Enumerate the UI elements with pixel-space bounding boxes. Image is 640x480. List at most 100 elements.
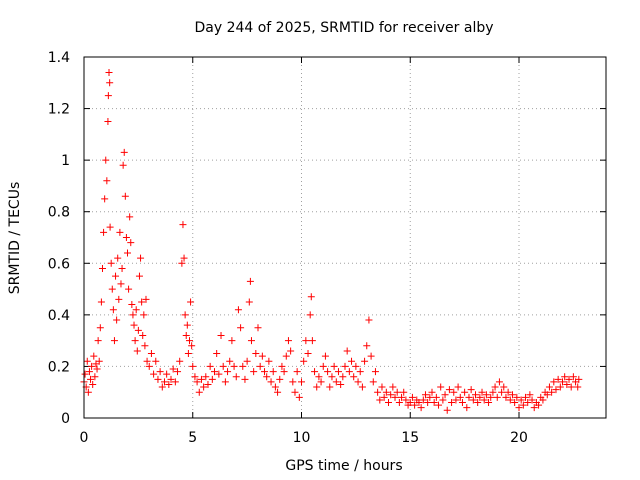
data-point xyxy=(356,368,364,376)
data-point xyxy=(128,301,136,309)
data-point xyxy=(81,370,89,378)
data-point xyxy=(517,396,525,404)
data-point xyxy=(228,337,236,345)
data-point xyxy=(575,375,583,383)
data-point xyxy=(182,331,190,339)
data-point xyxy=(472,391,479,399)
data-point xyxy=(142,295,150,303)
data-point xyxy=(367,352,375,360)
data-point xyxy=(119,161,127,169)
data-point xyxy=(126,213,134,221)
data-point xyxy=(184,350,192,358)
data-point xyxy=(156,368,164,376)
data-point xyxy=(215,370,223,378)
data-point xyxy=(193,378,201,386)
data-point xyxy=(224,368,232,376)
data-point xyxy=(332,378,340,386)
data-point xyxy=(474,399,482,407)
data-point xyxy=(217,331,225,339)
data-point xyxy=(232,373,240,381)
data-point xyxy=(345,368,353,376)
data-point xyxy=(569,373,577,381)
data-point xyxy=(458,399,466,407)
data-point xyxy=(252,350,260,358)
data-point xyxy=(183,321,191,329)
data-point xyxy=(274,388,282,396)
data-point xyxy=(380,393,388,401)
data-point xyxy=(129,311,137,319)
data-point xyxy=(328,373,336,381)
data-point xyxy=(435,401,443,409)
data-point xyxy=(247,337,255,345)
x-tick-label: 20 xyxy=(510,430,528,446)
data-point xyxy=(181,311,189,319)
data-point xyxy=(85,368,93,376)
data-point xyxy=(439,396,447,404)
data-point xyxy=(265,357,273,365)
data-point xyxy=(500,383,508,391)
data-point xyxy=(448,399,456,407)
data-point xyxy=(491,383,499,391)
y-tick-label: 1.4 xyxy=(48,50,70,66)
data-point xyxy=(135,272,143,280)
data-point xyxy=(169,365,177,373)
data-point xyxy=(498,388,506,396)
y-tick-label: 0.2 xyxy=(48,359,70,375)
data-point xyxy=(552,386,560,394)
data-point xyxy=(116,228,124,236)
y-tick-label: 0.6 xyxy=(48,256,70,272)
data-point xyxy=(96,324,104,332)
data-point xyxy=(104,117,112,125)
data-point xyxy=(298,378,305,386)
data-point xyxy=(465,393,473,401)
data-point xyxy=(502,393,510,401)
data-point xyxy=(308,337,316,345)
data-point xyxy=(138,298,146,306)
data-point xyxy=(84,388,92,396)
data-point xyxy=(230,362,238,370)
data-point xyxy=(554,375,562,383)
data-point xyxy=(476,393,484,401)
data-point xyxy=(348,357,356,365)
data-point xyxy=(134,326,142,334)
data-point xyxy=(567,383,575,391)
data-point xyxy=(174,368,182,376)
x-tick-label: 0 xyxy=(80,430,89,446)
data-point xyxy=(304,350,312,358)
data-point xyxy=(267,378,275,386)
data-point xyxy=(508,391,516,399)
data-point xyxy=(363,342,371,350)
data-point xyxy=(195,388,203,396)
data-point xyxy=(313,383,321,391)
data-point xyxy=(147,350,155,358)
data-point xyxy=(117,280,125,288)
data-point xyxy=(365,316,373,324)
data-point xyxy=(289,378,297,386)
data-point xyxy=(482,391,490,399)
data-point xyxy=(284,337,292,345)
data-point xyxy=(361,357,369,365)
y-axis-label: SRMTID / TECUs xyxy=(7,182,23,295)
y-tick-label: 1.2 xyxy=(48,102,70,118)
data-point xyxy=(188,342,196,350)
data-point xyxy=(204,380,212,388)
axes: 0 0.2 0.4 0.6 0.8 1 1.2 1.4 0 5 10 15 20 xyxy=(48,50,606,446)
data-point xyxy=(543,391,551,399)
chart-title: Day 244 of 2025, SRMTID for receiver alb… xyxy=(194,20,493,36)
data-point xyxy=(250,368,258,376)
data-point xyxy=(441,391,449,399)
data-point xyxy=(158,383,166,391)
data-point xyxy=(171,378,179,386)
data-point xyxy=(334,368,342,376)
data-point xyxy=(137,254,145,262)
data-point xyxy=(463,404,471,412)
data-point xyxy=(445,386,453,394)
data-points xyxy=(80,68,583,414)
data-point xyxy=(88,362,96,370)
x-tick-label: 15 xyxy=(401,430,419,446)
data-point xyxy=(478,388,486,396)
data-point xyxy=(424,399,432,407)
data-point xyxy=(91,373,99,381)
plot-frame xyxy=(83,56,607,419)
data-point xyxy=(300,357,308,365)
